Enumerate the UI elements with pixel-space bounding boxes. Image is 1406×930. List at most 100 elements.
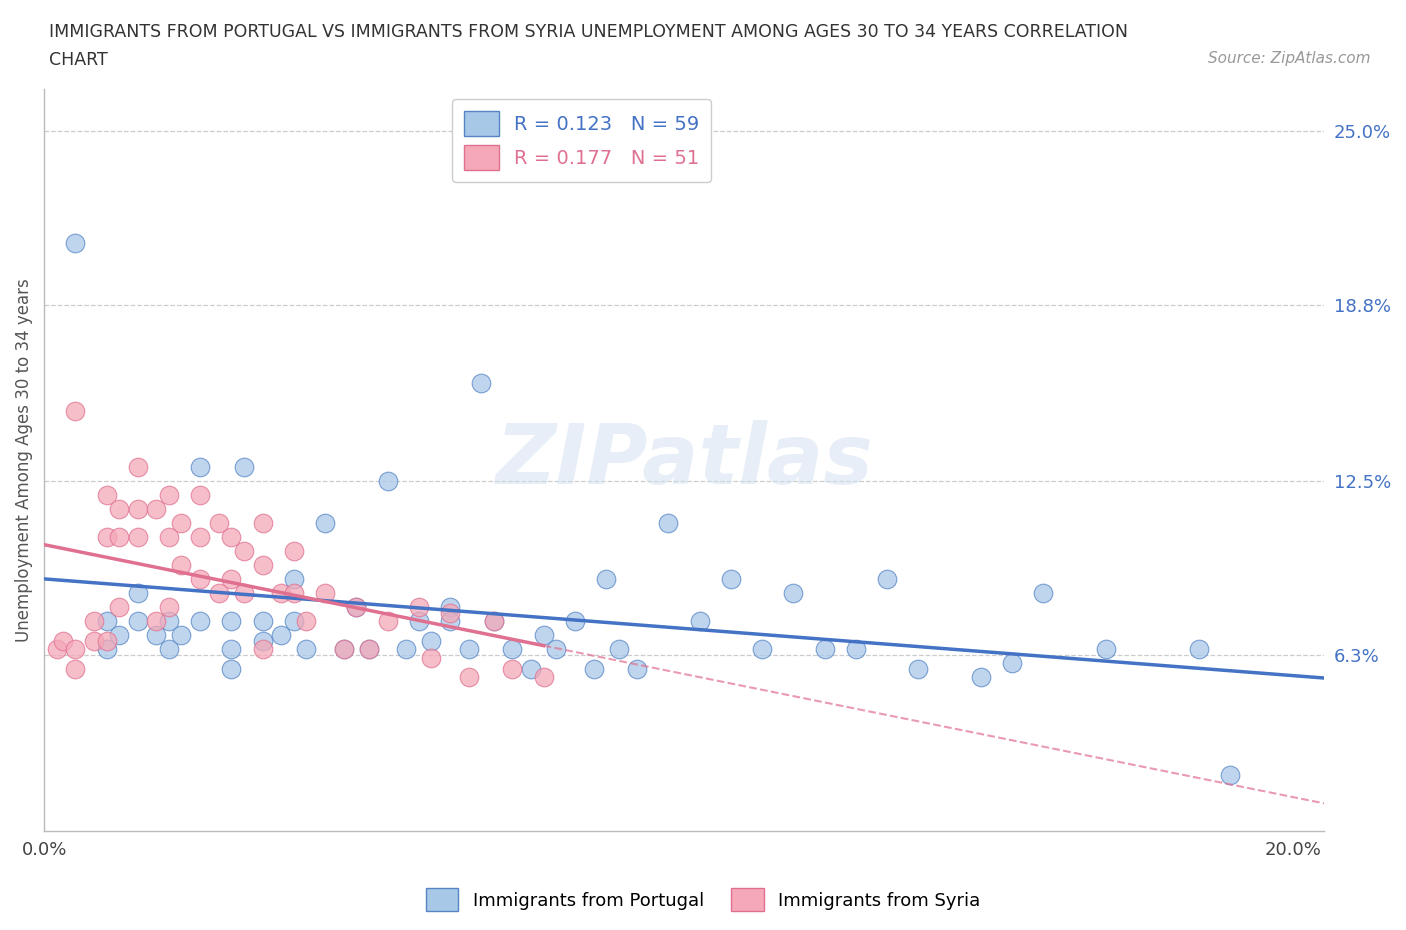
Point bbox=[108, 530, 131, 545]
Point bbox=[232, 544, 254, 559]
Point bbox=[1032, 586, 1054, 601]
Point bbox=[344, 600, 367, 615]
Point bbox=[221, 614, 243, 629]
Point bbox=[252, 642, 274, 657]
Point bbox=[96, 642, 118, 657]
Point bbox=[127, 460, 149, 475]
Point bbox=[96, 633, 118, 648]
Point bbox=[377, 474, 399, 489]
Point bbox=[377, 614, 399, 629]
Point bbox=[188, 572, 211, 587]
Point bbox=[108, 600, 131, 615]
Point bbox=[969, 670, 991, 684]
Point bbox=[208, 586, 231, 601]
Point bbox=[333, 642, 356, 657]
Y-axis label: Unemployment Among Ages 30 to 34 years: Unemployment Among Ages 30 to 34 years bbox=[15, 279, 32, 643]
Point bbox=[127, 502, 149, 517]
Point bbox=[221, 642, 243, 657]
Point bbox=[170, 628, 193, 643]
Point bbox=[720, 572, 742, 587]
Point bbox=[145, 614, 167, 629]
Point bbox=[221, 661, 243, 676]
Point bbox=[188, 488, 211, 503]
Point bbox=[533, 670, 555, 684]
Point bbox=[127, 614, 149, 629]
Point bbox=[270, 628, 292, 643]
Point bbox=[439, 614, 461, 629]
Point bbox=[582, 661, 605, 676]
Point bbox=[344, 600, 367, 615]
Point bbox=[45, 642, 67, 657]
Point bbox=[314, 586, 336, 601]
Point bbox=[65, 236, 87, 251]
Point bbox=[501, 642, 523, 657]
Point bbox=[108, 502, 131, 517]
Point bbox=[439, 600, 461, 615]
Point bbox=[96, 488, 118, 503]
Point bbox=[689, 614, 711, 629]
Legend: R = 0.123   N = 59, R = 0.177   N = 51: R = 0.123 N = 59, R = 0.177 N = 51 bbox=[453, 100, 711, 182]
Point bbox=[127, 530, 149, 545]
Point bbox=[283, 614, 305, 629]
Point bbox=[108, 628, 131, 643]
Point bbox=[65, 404, 87, 418]
Point bbox=[157, 600, 180, 615]
Point bbox=[751, 642, 773, 657]
Point bbox=[188, 460, 211, 475]
Point bbox=[208, 516, 231, 531]
Point bbox=[408, 600, 430, 615]
Point bbox=[295, 642, 318, 657]
Point bbox=[876, 572, 898, 587]
Point bbox=[595, 572, 617, 587]
Text: IMMIGRANTS FROM PORTUGAL VS IMMIGRANTS FROM SYRIA UNEMPLOYMENT AMONG AGES 30 TO : IMMIGRANTS FROM PORTUGAL VS IMMIGRANTS F… bbox=[49, 23, 1128, 41]
Text: Source: ZipAtlas.com: Source: ZipAtlas.com bbox=[1208, 51, 1371, 66]
Point bbox=[65, 642, 87, 657]
Point bbox=[170, 516, 193, 531]
Point bbox=[357, 642, 380, 657]
Point bbox=[127, 586, 149, 601]
Point bbox=[52, 633, 75, 648]
Point bbox=[188, 614, 211, 629]
Point bbox=[157, 530, 180, 545]
Point bbox=[439, 605, 461, 620]
Point bbox=[83, 614, 105, 629]
Point bbox=[221, 572, 243, 587]
Text: CHART: CHART bbox=[49, 51, 108, 69]
Point bbox=[408, 614, 430, 629]
Point bbox=[252, 614, 274, 629]
Text: ZIPatlas: ZIPatlas bbox=[495, 420, 873, 501]
Point bbox=[546, 642, 568, 657]
Point bbox=[252, 633, 274, 648]
Point bbox=[657, 516, 679, 531]
Point bbox=[564, 614, 586, 629]
Point bbox=[295, 614, 318, 629]
Point bbox=[482, 614, 505, 629]
Point bbox=[520, 661, 543, 676]
Point bbox=[501, 661, 523, 676]
Point bbox=[1188, 642, 1211, 657]
Point bbox=[420, 650, 443, 665]
Point bbox=[845, 642, 868, 657]
Point bbox=[221, 530, 243, 545]
Point bbox=[357, 642, 380, 657]
Point bbox=[470, 376, 492, 391]
Point bbox=[907, 661, 929, 676]
Point bbox=[420, 633, 443, 648]
Point bbox=[96, 614, 118, 629]
Point bbox=[314, 516, 336, 531]
Point bbox=[607, 642, 630, 657]
Point bbox=[813, 642, 835, 657]
Point bbox=[232, 460, 254, 475]
Point bbox=[333, 642, 356, 657]
Point bbox=[457, 670, 479, 684]
Point bbox=[283, 572, 305, 587]
Point bbox=[157, 642, 180, 657]
Point bbox=[252, 558, 274, 573]
Point bbox=[96, 530, 118, 545]
Point bbox=[188, 530, 211, 545]
Point bbox=[157, 614, 180, 629]
Point bbox=[283, 544, 305, 559]
Point bbox=[457, 642, 479, 657]
Point bbox=[157, 488, 180, 503]
Point bbox=[83, 633, 105, 648]
